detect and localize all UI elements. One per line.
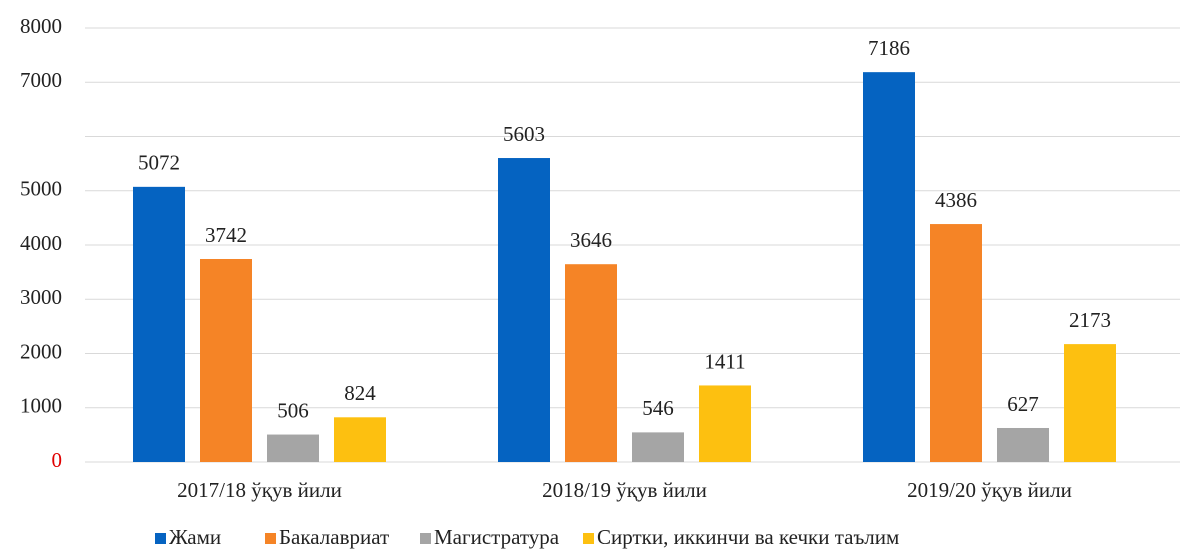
value-label: 3646	[570, 228, 612, 252]
bar	[133, 186, 185, 462]
value-label: 3742	[205, 223, 247, 247]
bar	[1064, 344, 1116, 462]
value-label: 2173	[1069, 308, 1111, 332]
legend-label: Магистратура	[434, 525, 560, 549]
bar	[267, 434, 319, 462]
y-tick-label: 4000	[20, 231, 62, 255]
y-tick-label: 5000	[20, 177, 62, 201]
value-label: 546	[642, 396, 674, 420]
x-tick-label: 2018/19 ўқув йили	[542, 478, 707, 502]
legend-swatch	[155, 533, 166, 544]
value-label: 824	[344, 381, 376, 405]
bar	[997, 427, 1049, 462]
y-tick-label: 0	[52, 448, 63, 472]
value-label: 5603	[503, 122, 545, 146]
bar	[699, 385, 751, 462]
bar	[863, 72, 915, 463]
y-tick-label: 7000	[20, 68, 62, 92]
bar	[930, 224, 982, 462]
value-label: 4386	[935, 188, 977, 212]
x-tick-label: 2019/20 ўқув йили	[907, 478, 1072, 502]
y-tick-label: 3000	[20, 285, 62, 309]
legend-label: Сиртки, иккинчи ва кечки таълим	[597, 525, 899, 549]
legend-label: Бакалавриат	[279, 525, 389, 549]
bar	[632, 432, 684, 462]
value-label: 5072	[138, 151, 180, 175]
y-tick-label: 1000	[20, 394, 62, 418]
value-label: 1411	[704, 349, 745, 373]
value-label: 7186	[868, 36, 910, 60]
value-label: 627	[1007, 392, 1039, 416]
bar	[200, 258, 252, 462]
y-tick-label: 8000	[20, 14, 62, 38]
legend-label: Жами	[169, 525, 221, 549]
value-label: 506	[277, 398, 309, 422]
x-tick-label: 2017/18 ўқув йили	[177, 478, 342, 502]
bar	[498, 158, 550, 463]
legend-swatch	[265, 533, 276, 544]
legend-swatch	[583, 533, 594, 544]
y-tick-label: 2000	[20, 339, 62, 363]
legend-swatch	[420, 533, 431, 544]
bar	[565, 264, 617, 462]
bar	[334, 417, 386, 462]
